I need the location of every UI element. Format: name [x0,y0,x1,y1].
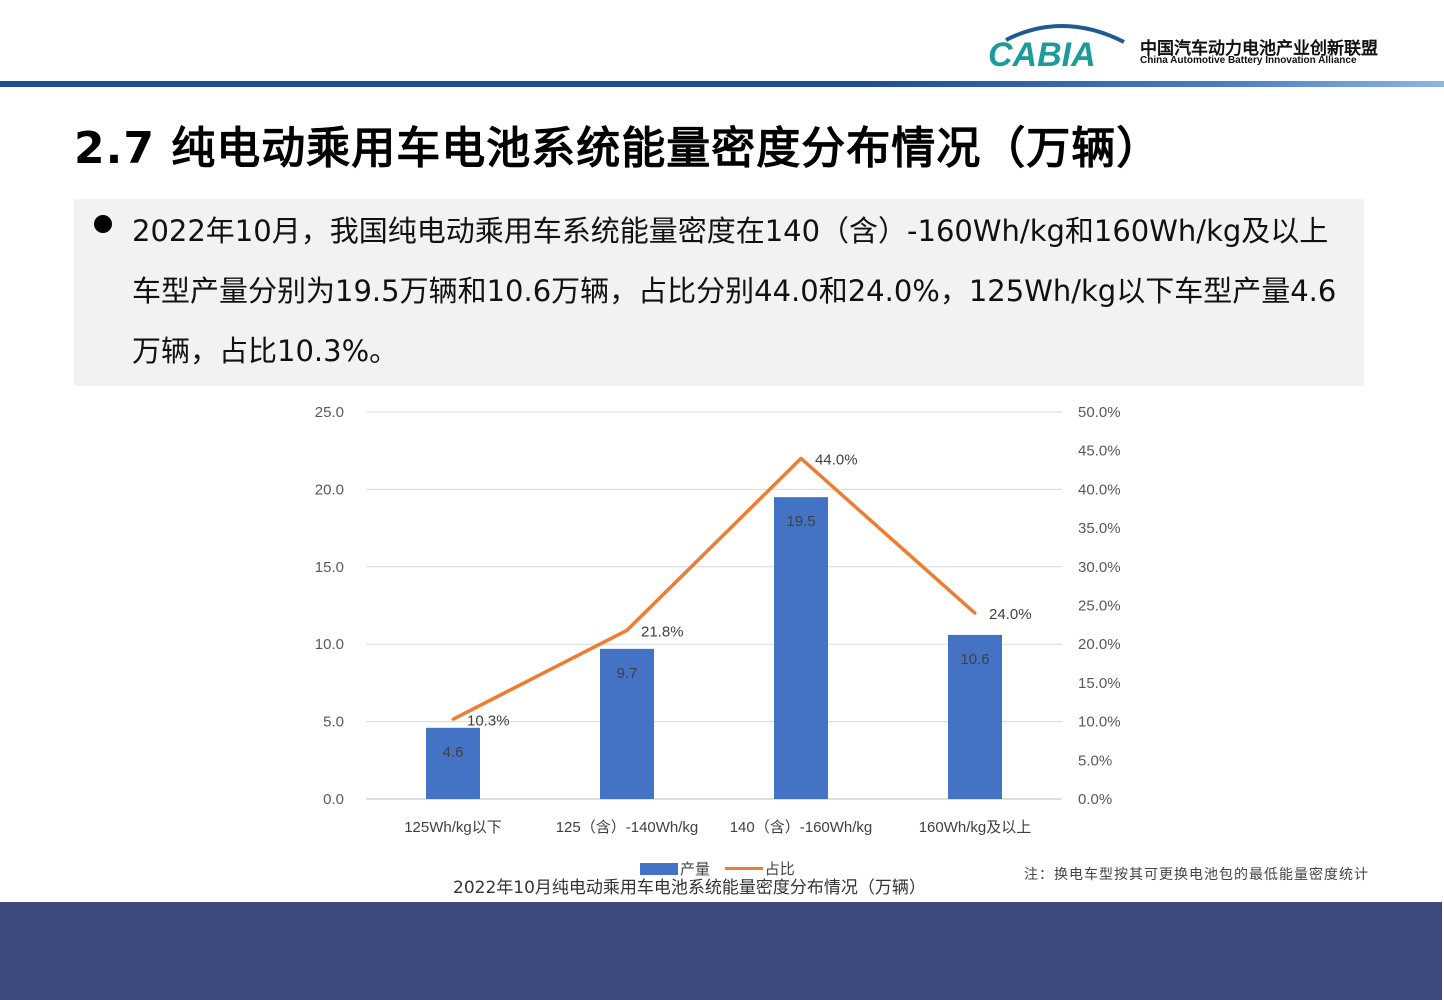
share-value-label: 10.3% [467,712,510,729]
x-tick-label: 160Wh/kg及以上 [919,819,1032,836]
energy-density-chart: 0.0 5.0 10.0 15.0 20.0 25.0 0.0% 5.0% 10.0% 15.0%… [315,404,1121,836]
y-right-tick-label: 10.0% [1078,714,1121,731]
legend-label-share: 占比 [764,860,795,878]
share-value-label: 21.8% [641,623,684,640]
legend-item-output: 产量 [640,858,710,879]
bar-value-label: 4.6 [443,744,464,761]
y-right-tick-label: 30.0% [1078,559,1121,576]
share-value-label: 24.0% [989,606,1032,623]
x-tick-label: 125（含）-140Wh/kg [556,819,699,836]
org-name-en: China Automotive Battery Innovation Alli… [1140,55,1357,66]
y-right-tick-label: 25.0% [1078,598,1121,615]
y-left-tick-label: 25.0 [315,404,344,421]
legend-swatch-bar [640,862,678,875]
footnote: 注：换电车型按其可更换电池包的最低能量密度统计 [1024,867,1369,883]
y-right-tick-label: 5.0% [1078,752,1112,769]
bar-value-label: 10.6 [960,651,989,668]
x-tick-label: 125Wh/kg以下 [404,819,502,836]
footer-band [0,902,1442,1000]
bar-value-label: 9.7 [617,665,638,682]
legend-label-output: 产量 [680,860,711,878]
bullet-icon [94,215,112,233]
chart-title: 2022年10月纯电动乘用车电池系统能量密度分布情况（万辆） [453,878,926,898]
y-left-tick-label: 5.0 [323,714,344,731]
legend-swatch-line [724,867,763,870]
cabia-logo: CABIA [988,24,1125,72]
summary-text: 2022年10月，我国纯电动乘用车系统能量密度在140（含）-160Wh/kg和… [132,214,1337,368]
logo-text: CABIA [988,36,1096,72]
bar [948,634,1002,799]
y-right-tick-label: 45.0% [1078,443,1121,460]
page-title: 2.7 纯电动乘用车电池系统能量密度分布情况（万辆） [74,123,1162,174]
y-left-tick-label: 0.0 [323,791,344,808]
y-right-tick-label: 40.0% [1078,481,1121,498]
share-point [451,717,455,721]
y-right-tick-label: 35.0% [1078,520,1121,537]
org-name-cn: 中国汽车动力电池产业创新联盟 [1140,39,1378,59]
share-value-label: 44.0% [815,451,858,468]
bar [600,648,654,799]
chart-legend: 产量 占比 [640,858,805,878]
legend-item-share: 占比 [724,858,795,879]
y-left-tick-label: 20.0 [315,481,344,498]
y-right-tick-label: 20.0% [1078,636,1121,653]
y-right-tick-label: 0.0% [1078,791,1112,808]
bar [426,727,480,799]
share-line [452,456,977,721]
y-right-tick-label: 15.0% [1078,675,1121,692]
x-tick-label: 140（含）-160Wh/kg [730,819,873,836]
share-point [799,456,803,460]
bar [774,497,828,799]
bar-value-label: 19.5 [786,513,815,530]
y-left-tick-label: 15.0 [315,559,344,576]
y-left-tick-label: 10.0 [315,636,344,653]
share-point [973,611,977,615]
share-point [625,628,629,632]
y-right-tick-label: 50.0% [1078,404,1121,421]
header-bar [0,81,1444,87]
summary-box: 2022年10月，我国纯电动乘用车系统能量密度在140（含）-160Wh/kg和… [74,199,1364,386]
